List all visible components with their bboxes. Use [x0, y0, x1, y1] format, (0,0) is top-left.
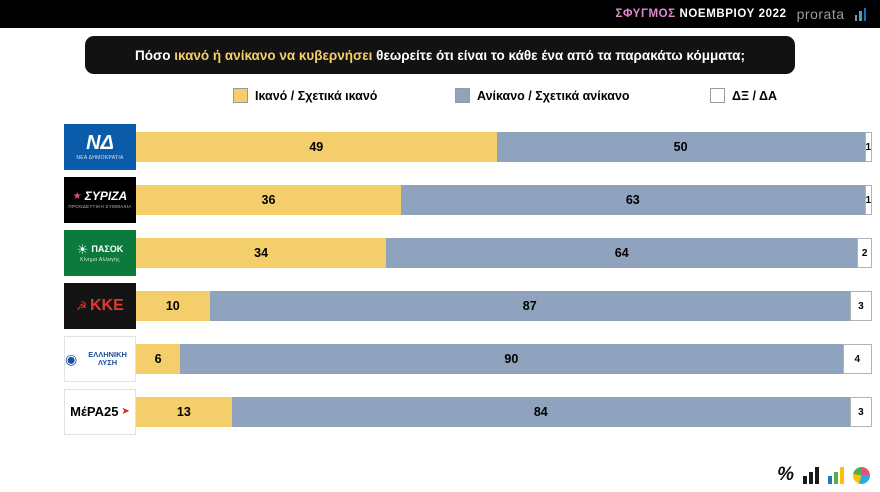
legend-item-dk-da: ΔΞ / ΔΑ [710, 88, 777, 103]
segment-incapable-syriza: 63 [400, 185, 865, 215]
party-logo-elliniki-lysi: ◉ ΕΛΛΗΝΙΚΗ ΛΥΣΗ [64, 336, 136, 382]
party-subtitle-syriza: ΠΡΟΟΔΕΥΤΙΚΗ ΣΥΜΜΑΧΙΑ [68, 204, 132, 210]
bar-chart-dark-icon[interactable] [803, 467, 819, 484]
party-logo-nea-dimokratia: ΝΔ ΝΕΑ ΔΗΜΟΚΡΑΤΙΑ [64, 124, 136, 170]
pasok-emblem-icon: ☀ [76, 242, 89, 257]
segment-incapable-nea-dimokratia: 50 [496, 132, 865, 162]
value-label-dk-da-pasok: 2 [861, 247, 868, 259]
party-row-nea-dimokratia: ΝΔ ΝΕΑ ΔΗΜΟΚΡΑΤΙΑ 49 50 1 [64, 124, 872, 170]
value-label-incapable-syriza: 63 [625, 193, 640, 207]
value-label-capable-mera25: 13 [176, 405, 191, 419]
poll-title-rest: ΝΟΕΜΒΡΙΟΥ 2022 [675, 8, 787, 20]
legend-swatch-incapable [455, 88, 470, 103]
stacked-bar-kke: 10 87 3 [136, 291, 872, 321]
value-label-dk-da-syriza: 1 [865, 194, 872, 206]
value-label-dk-da-kke: 3 [858, 300, 864, 312]
party-row-syriza: ★ ΣΥΡΙΖΑ ΠΡΟΟΔΕΥΤΙΚΗ ΣΥΜΜΑΧΙΑ 36 63 1 [64, 177, 872, 223]
segment-dk-da-pasok: 2 [857, 238, 872, 268]
value-label-incapable-nea-dimokratia: 50 [673, 140, 688, 154]
party-row-mera25: ΜέΡΑ25 ➤ 13 84 3 [64, 389, 872, 435]
value-label-dk-da-mera25: 3 [858, 406, 864, 418]
question-banner: Πόσο ικανό ή ανίκανο να κυβερνήσει θεωρε… [85, 36, 795, 74]
party-row-kke: ☭ ΚΚΕ 10 87 3 [64, 283, 872, 329]
segment-capable-syriza: 36 [136, 185, 401, 215]
segment-capable-elliniki-lysi: 6 [136, 344, 181, 374]
poll-title: ΣΦΥΓΜΟΣ ΝΟΕΜΒΡΙΟΥ 2022 [615, 8, 786, 20]
legend-item-capable: Ικανό / Σχετικά ικανό [233, 88, 377, 103]
value-label-capable-syriza: 36 [261, 193, 276, 207]
legend-label-dk-da: ΔΞ / ΔΑ [732, 88, 777, 103]
stacked-bar-nea-dimokratia: 49 50 1 [136, 132, 872, 162]
legend-label-capable: Ικανό / Σχετικά ικανό [255, 88, 378, 103]
stacked-bar-chart: ΝΔ ΝΕΑ ΔΗΜΟΚΡΑΤΙΑ 49 50 1 ★ ΣΥΡΙΖΑ ΠΡΟΟΔΕΥΤΙΚΗ … [64, 124, 872, 435]
segment-incapable-mera25: 84 [231, 397, 850, 427]
question-suffix: θεωρείτε ότι είναι το κάθε ένα από τα πα… [372, 47, 745, 63]
segment-dk-da-elliniki-lysi: 4 [842, 344, 872, 374]
value-label-capable-pasok: 34 [254, 246, 269, 260]
party-logo-pasok: ☀ ΠΑΣΟΚ Κίνημα Αλλαγής [64, 230, 136, 276]
legend-item-incapable: Ανίκανο / Σχετικά ανίκανο [455, 88, 630, 103]
value-label-dk-da-nea-dimokratia: 1 [865, 141, 872, 153]
elliniki-lysi-emblem-icon: ◉ [65, 351, 78, 367]
segment-incapable-pasok: 64 [386, 238, 858, 268]
stacked-bar-syriza: 36 63 1 [136, 185, 872, 215]
percent-icon[interactable]: % [777, 464, 794, 485]
party-name-kke: ΚΚΕ [89, 296, 124, 314]
segment-dk-da-kke: 3 [849, 291, 872, 321]
segment-dk-da-mera25: 3 [849, 397, 872, 427]
segment-dk-da-syriza: 1 [864, 185, 872, 215]
value-label-incapable-mera25: 84 [533, 405, 548, 419]
value-label-capable-elliniki-lysi: 6 [154, 352, 162, 366]
footer-icons: % [777, 465, 870, 484]
party-name-syriza: ΣΥΡΙΖΑ [84, 189, 128, 204]
party-logo-mera25: ΜέΡΑ25 ➤ [64, 389, 136, 435]
syriza-emblem-icon: ★ [72, 190, 82, 202]
prorata-bars-icon [854, 7, 866, 21]
poll-title-highlight: ΣΦΥΓΜΟΣ [615, 8, 676, 20]
segment-capable-mera25: 13 [136, 397, 232, 427]
question-highlight: ικανό ή ανίκανο να κυβερνήσει [174, 47, 373, 63]
party-logo-syriza: ★ ΣΥΡΙΖΑ ΠΡΟΟΔΕΥΤΙΚΗ ΣΥΜΜΑΧΙΑ [64, 177, 136, 223]
legend-swatch-capable [233, 88, 248, 103]
party-name-mera25: ΜέΡΑ25 [70, 404, 119, 420]
segment-incapable-elliniki-lysi: 90 [180, 344, 843, 374]
party-subtitle-nea-dimokratia: ΝΕΑ ΔΗΜΟΚΡΑΤΙΑ [76, 155, 124, 161]
segment-incapable-kke: 87 [209, 291, 850, 321]
bar-chart-color-icon[interactable] [828, 467, 844, 484]
mera25-emblem-icon: ➤ [121, 405, 130, 417]
chart-legend: Ικανό / Σχετικά ικανό Ανίκανο / Σχετικά … [0, 88, 880, 108]
value-label-incapable-pasok: 64 [614, 246, 629, 260]
party-name-elliniki-lysi: ΕΛΛΗΝΙΚΗ ΛΥΣΗ [88, 350, 127, 367]
party-name-nea-dimokratia: ΝΔ [86, 132, 114, 154]
value-label-capable-nea-dimokratia: 49 [309, 140, 324, 154]
stacked-bar-elliniki-lysi: 6 90 4 [136, 344, 872, 374]
segment-capable-pasok: 34 [136, 238, 387, 268]
party-logo-kke: ☭ ΚΚΕ [64, 283, 136, 329]
value-label-dk-da-elliniki-lysi: 4 [854, 353, 861, 365]
prorata-logo: prorata [796, 6, 845, 22]
stacked-bar-mera25: 13 84 3 [136, 397, 872, 427]
legend-label-incapable: Ανίκανο / Σχετικά ανίκανο [477, 88, 630, 103]
segment-capable-nea-dimokratia: 49 [136, 132, 497, 162]
party-row-pasok: ☀ ΠΑΣΟΚ Κίνημα Αλλαγής 34 64 2 [64, 230, 872, 276]
party-row-elliniki-lysi: ◉ ΕΛΛΗΝΙΚΗ ΛΥΣΗ 6 90 4 [64, 336, 872, 382]
legend-swatch-dk-da [710, 88, 725, 103]
value-label-capable-kke: 10 [165, 299, 180, 313]
party-name-pasok: ΠΑΣΟΚ [91, 243, 124, 254]
top-bar: ΣΦΥΓΜΟΣ ΝΟΕΜΒΡΙΟΥ 2022 prorata [0, 0, 880, 28]
stacked-bar-pasok: 34 64 2 [136, 238, 872, 268]
pie-chart-icon[interactable] [853, 467, 870, 484]
party-subtitle-pasok: Κίνημα Αλλαγής [80, 257, 120, 263]
value-label-incapable-kke: 87 [522, 299, 537, 313]
segment-capable-kke: 10 [136, 291, 210, 321]
value-label-incapable-elliniki-lysi: 90 [504, 352, 519, 366]
question-prefix: Πόσο [135, 47, 175, 63]
segment-dk-da-nea-dimokratia: 1 [864, 132, 872, 162]
kke-emblem-icon: ☭ [76, 298, 87, 313]
